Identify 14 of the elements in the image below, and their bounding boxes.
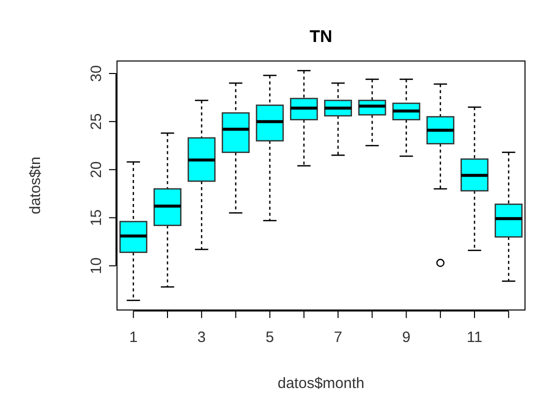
x-tick-label: 1 (129, 329, 138, 346)
x-axis-title: datos$month (278, 375, 364, 392)
x-tick-label: 3 (197, 329, 206, 346)
y-tick-label: 15 (88, 209, 105, 226)
y-tick-label: 10 (88, 257, 105, 274)
x-tick-label: 11 (466, 329, 482, 346)
chart-title: TN (310, 27, 332, 46)
x-tick-label: 5 (266, 329, 274, 346)
y-tick-label: 30 (88, 65, 105, 82)
x-tick-label: 9 (402, 329, 410, 346)
y-tick-label: 25 (88, 113, 105, 130)
x-tick-label: 7 (334, 329, 342, 346)
y-tick-label: 20 (88, 161, 105, 178)
y-axis-title: datos$tn (27, 156, 44, 214)
